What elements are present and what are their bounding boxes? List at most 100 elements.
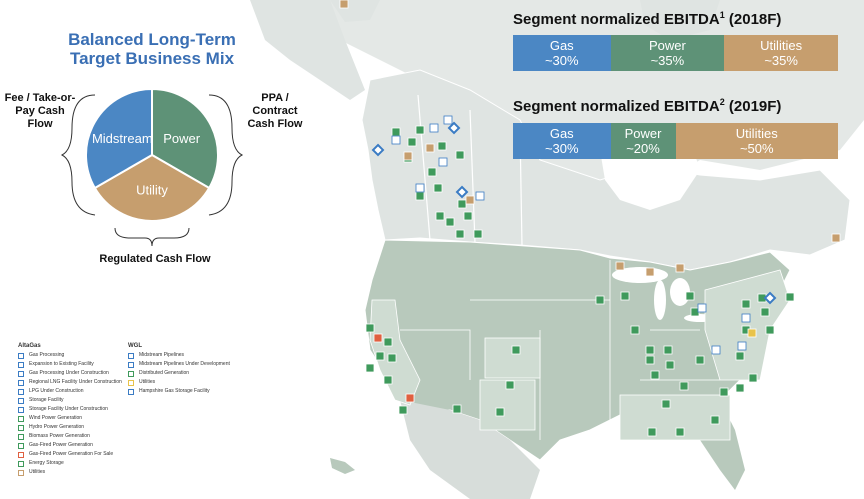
facility-marker-green-icon — [765, 325, 775, 335]
facility-marker-red-icon — [373, 333, 383, 343]
pie-label-power: Power — [163, 131, 201, 146]
facility-marker-green-icon — [685, 291, 695, 301]
legend-label: Midstream Pipelines Under Development — [139, 361, 230, 367]
facility-marker-tan-icon — [425, 143, 435, 153]
legend-label: Storage Facility — [29, 397, 64, 403]
facility-marker-tan-icon — [615, 261, 625, 271]
left-bracket — [60, 94, 96, 216]
facility-marker-green-icon — [741, 299, 751, 309]
legend-label: Energy Storage — [29, 460, 64, 466]
title-line-1: Balanced Long-Term — [68, 30, 236, 49]
facility-marker-blue-icon — [763, 291, 777, 305]
facility-marker-green-icon — [415, 125, 425, 135]
segment-value: ~30% — [544, 141, 579, 156]
facility-marker-green-icon — [375, 351, 385, 361]
legend-swatch-icon — [128, 361, 134, 368]
legend-label: Distributed Generation — [139, 370, 190, 376]
segment-gas: Gas ~30% — [513, 123, 611, 159]
facility-marker-green-icon — [679, 381, 689, 391]
legend-item: Wind Power Generation — [18, 414, 122, 423]
legend-label: Utilities — [139, 379, 156, 385]
seg2-year: (2019F) — [728, 98, 782, 115]
facility-marker-green-icon — [663, 345, 673, 355]
facility-marker-green-icon — [620, 291, 630, 301]
legend-label: Wind Power Generation — [29, 415, 83, 421]
segment-bar-2019: Gas ~30% Power ~20% Utilities ~50% — [513, 123, 838, 159]
seg1-year: (2018F) — [728, 11, 782, 28]
facility-marker-green-icon — [647, 427, 657, 437]
facility-marker-green-icon — [675, 427, 685, 437]
legend-item: LPG Under Construction — [18, 387, 122, 396]
segment-value: ~30% — [544, 53, 579, 68]
pie-label-midstream: Midstream — [92, 131, 153, 146]
segment-ebitda-2019-title: Segment normalized EBITDA2 (2019F) — [513, 97, 781, 115]
segment-gas: Gas ~30% — [513, 35, 611, 71]
legend-item: Energy Storage — [18, 459, 122, 468]
facility-marker-blue-icon — [737, 341, 747, 351]
facility-marker-green-icon — [473, 229, 483, 239]
business-mix-title: Balanced Long-Term Target Business Mix — [30, 30, 274, 68]
facility-marker-blue-icon — [711, 345, 721, 355]
legend-swatch-icon — [128, 370, 134, 377]
facility-marker-green-icon — [387, 353, 397, 363]
pie-label-utility: Utility — [136, 182, 168, 197]
facility-marker-green-icon — [383, 337, 393, 347]
regulated-cash-flow-label: Regulated Cash Flow — [99, 253, 211, 265]
facility-marker-green-icon — [595, 295, 605, 305]
segment-value: ~35% — [650, 53, 685, 68]
legend-swatch-icon — [18, 460, 24, 467]
legend-swatch-icon — [18, 451, 24, 458]
facility-marker-blue-icon — [455, 185, 469, 199]
legend-swatch-icon — [128, 379, 134, 386]
seg1-footnote: 1 — [719, 10, 725, 20]
facility-marker-green-icon — [735, 351, 745, 361]
legend-label: Utilities — [29, 469, 46, 475]
facility-marker-tan-icon — [339, 0, 349, 9]
legend-label: Storage Facility Under Construction — [29, 406, 108, 412]
legend-item: Storage Facility Under Construction — [18, 405, 122, 414]
legend-item: Biomass Power Generation — [18, 432, 122, 441]
legend-swatch-icon — [18, 442, 24, 449]
legend-label: Biomass Power Generation — [29, 433, 90, 439]
facility-marker-green-icon — [511, 345, 521, 355]
legend-swatch-icon — [18, 415, 24, 422]
right-bracket — [208, 94, 244, 216]
segment-utilities: Utilities ~50% — [675, 123, 838, 159]
segment-name: Power — [648, 38, 686, 53]
new-mexico — [479, 379, 536, 431]
legend-item: Gas-Fired Power Generation — [18, 441, 122, 450]
seg1-title-text: Segment normalized EBITDA — [513, 11, 720, 28]
legend-swatch-icon — [18, 379, 24, 386]
legend-item: Midstream Pipelines — [128, 351, 230, 360]
legend-item: Distributed Generation — [128, 369, 230, 378]
segment-name: Utilities — [760, 38, 803, 53]
facility-marker-blue-icon — [475, 191, 485, 201]
facility-marker-blue-icon — [415, 183, 425, 193]
facility-marker-red-icon — [405, 393, 415, 403]
legend-swatch-icon — [128, 388, 134, 395]
legend-item: Hydro Power Generation — [18, 423, 122, 432]
facility-marker-green-icon — [407, 137, 417, 147]
facility-marker-green-icon — [661, 399, 671, 409]
segment-utilities: Utilities ~35% — [724, 35, 838, 71]
mexico — [400, 400, 540, 499]
facility-marker-blue-icon — [697, 303, 707, 313]
facility-marker-yellow-icon — [747, 328, 757, 338]
facility-marker-blue-icon — [429, 123, 439, 133]
facility-marker-blue-icon — [438, 157, 448, 167]
legend-label: Gas Processing — [29, 352, 65, 358]
facility-marker-green-icon — [710, 415, 720, 425]
facility-marker-green-icon — [433, 183, 443, 193]
legend-swatch-icon — [18, 424, 24, 431]
ppa-cash-flow-label: PPA / Contract Cash Flow — [247, 92, 303, 130]
facility-marker-tan-icon — [645, 267, 655, 277]
legend-swatch-icon — [18, 388, 24, 395]
facility-marker-green-icon — [719, 387, 729, 397]
facility-marker-green-icon — [455, 229, 465, 239]
seg2-title-text: Segment normalized EBITDA — [513, 98, 720, 115]
pie-slice-midstream — [85, 87, 153, 190]
facility-marker-green-icon — [455, 150, 465, 160]
legend-wgl: WGL Midstream Pipelines Midstream Pipelin… — [128, 342, 230, 396]
lake-huron — [670, 278, 690, 306]
segment-bar-2018: Gas ~30% Power ~35% Utilities ~35% — [513, 35, 838, 71]
